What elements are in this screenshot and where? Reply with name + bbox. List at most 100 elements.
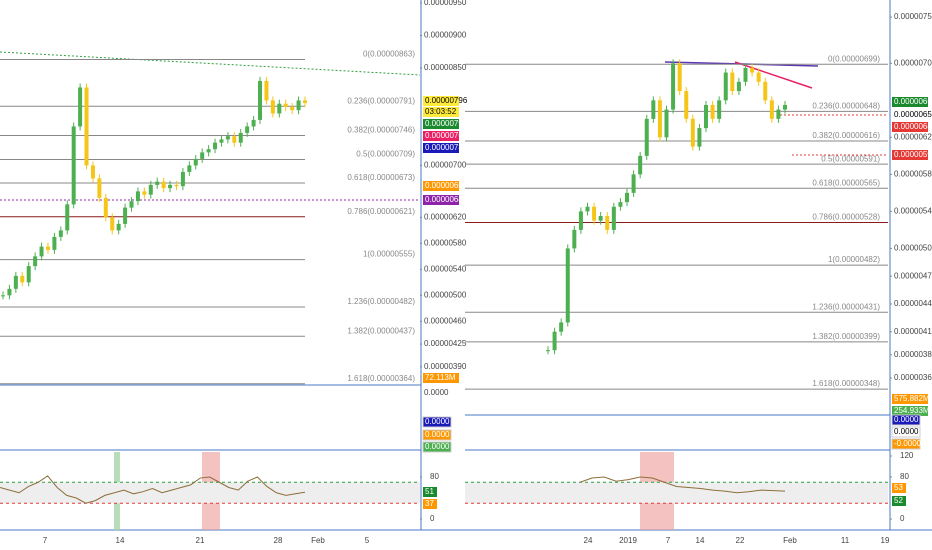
candle-body (58, 230, 63, 237)
candle-body (730, 72, 735, 92)
rsi-tick-label: 0 (430, 514, 435, 523)
x-tick-label: 19 (881, 536, 890, 545)
candle-body (664, 109, 669, 138)
price-badge (423, 181, 459, 191)
y-tick-label: 0.00000390 (424, 362, 467, 371)
y-tick-label: 0.00000620 (894, 132, 932, 141)
rsi-badge-label: 53 (894, 483, 903, 492)
fib-label: 1.236(0.00000482) (347, 297, 415, 306)
x-tick-label: 5 (365, 536, 370, 545)
candle-body (270, 100, 275, 114)
candle-body (174, 184, 179, 187)
price-badge-label: 0.00000730 (425, 143, 468, 152)
price-badge-label: 0.00000655 (894, 97, 932, 106)
candle-body (90, 165, 95, 179)
fib-label: 0.786(0.00000621) (347, 207, 415, 216)
x-tick-label: Feb (783, 536, 797, 545)
rsi-badge-label: 51 (425, 487, 434, 496)
candle-body (1, 295, 5, 297)
price-badge-label: 0.00000642 (894, 122, 932, 131)
y-tick-label: 0.00000460 (424, 316, 467, 325)
macd-badge-label: 0.0000 (425, 430, 450, 439)
candle-body (704, 104, 708, 129)
candle-body (303, 100, 307, 104)
price-badge (423, 373, 459, 383)
price-badge-label: 0.00000598 (894, 150, 932, 159)
candle-body (598, 216, 603, 221)
rsi-tick-label: 80 (430, 472, 439, 481)
candle-body (33, 256, 38, 267)
candle-body (180, 171, 185, 187)
x-tick-label: 14 (696, 536, 705, 545)
candle-body (572, 229, 577, 249)
candle-body (690, 118, 695, 147)
candle-body (296, 100, 301, 111)
macd-badge (891, 414, 921, 426)
candle-body (783, 104, 787, 110)
candle-body (710, 104, 715, 119)
candle-body (592, 206, 597, 221)
candle-body (155, 181, 160, 185)
candle-body (245, 126, 250, 133)
x-tick-label: Feb (311, 536, 325, 545)
y-tick-label: 0.00000700 (894, 58, 932, 67)
candle-body (546, 350, 550, 352)
price-badge (892, 122, 928, 132)
candle-body (129, 201, 134, 208)
price-badge-label: 254.933M (894, 406, 930, 415)
candle-body (625, 192, 629, 203)
candle-body (552, 331, 557, 351)
candle-body (717, 100, 722, 119)
x-tick-label: 7 (666, 536, 671, 545)
candle-body (78, 87, 83, 127)
x-tick-label: 22 (736, 536, 745, 545)
macd-badge (891, 426, 921, 438)
candle-body (193, 158, 198, 166)
rsi-badge (423, 499, 437, 509)
candle-body (750, 67, 755, 73)
fib-label: 1.618(0.00000364) (347, 374, 415, 383)
candle-body (7, 288, 12, 296)
candle-body (200, 152, 205, 159)
candle-body (743, 67, 748, 82)
price-badge-label: 0.00000796 (425, 96, 468, 105)
macd-badge-label: 0.0000 (894, 415, 919, 424)
candle-body (52, 236, 57, 250)
candle-body (283, 103, 288, 107)
candle-body (677, 63, 682, 92)
candle-body (26, 266, 31, 283)
candle-body (763, 81, 768, 101)
fib-label: 0.382(0.00000616) (812, 131, 880, 140)
candle-body (123, 207, 128, 224)
rsi-tick-label: 120 (900, 451, 914, 460)
candle-body (161, 181, 166, 189)
y-tick-label: 0.00000500 (894, 244, 932, 253)
price-badge (423, 107, 459, 117)
candle-body (277, 103, 282, 114)
macd-badge-label: -0.0000 (894, 439, 922, 448)
price-badge (423, 119, 459, 129)
candle-body (565, 248, 570, 323)
fib-label: 0.236(0.00000648) (812, 102, 880, 111)
rsi-tick-label: 80 (900, 472, 909, 481)
fib-label: 0.5(0.00000709) (356, 150, 415, 159)
candle-body (631, 174, 636, 193)
rsi-badge (423, 487, 437, 497)
y-tick-label: 0.00000540 (424, 264, 467, 273)
candle-body (605, 216, 610, 230)
macd-badge-label: 0.0000 (425, 442, 450, 451)
x-tick-label: 21 (196, 536, 205, 545)
candle-body (97, 178, 102, 198)
y-tick-label: 0.00000540 (894, 206, 932, 215)
candle-body (290, 106, 295, 111)
trend-line (734, 61, 813, 89)
price-badge (892, 394, 928, 404)
candle-body (213, 142, 218, 150)
fib-label: 0.5(0.00000591) (821, 154, 880, 163)
macd-badge (891, 438, 921, 450)
